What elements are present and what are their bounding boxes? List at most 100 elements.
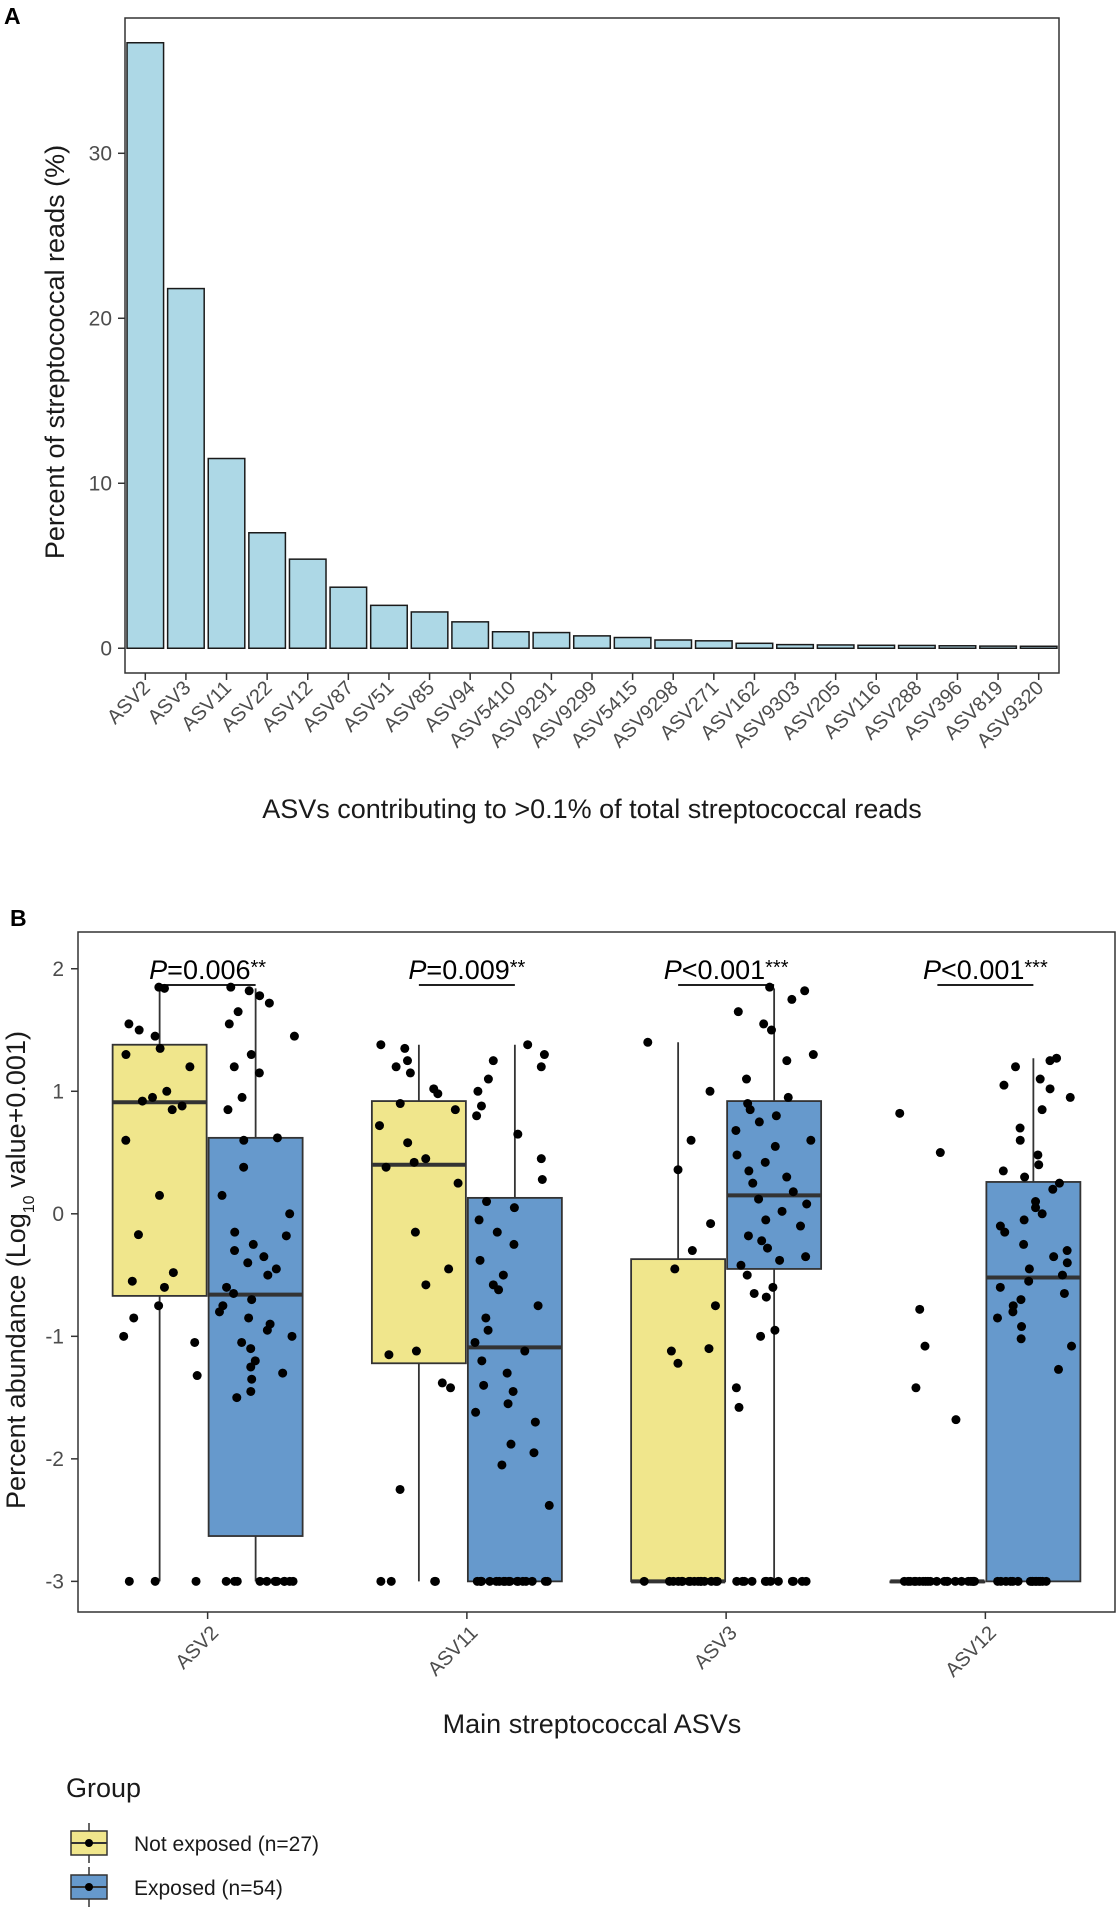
data-point xyxy=(147,1092,157,1102)
data-point xyxy=(381,1162,391,1172)
y-tick-label: -2 xyxy=(45,1448,64,1471)
data-point xyxy=(263,1270,273,1280)
data-point xyxy=(754,1117,764,1127)
data-point xyxy=(155,1190,165,1200)
box-asv12-exposed xyxy=(985,1181,1082,1583)
data-point xyxy=(190,1337,200,1347)
bar-asv819 xyxy=(979,645,1018,650)
data-point xyxy=(761,1292,771,1302)
data-point xyxy=(474,1215,484,1225)
data-point xyxy=(736,1260,746,1270)
significance-stars: *** xyxy=(1024,957,1048,979)
data-point xyxy=(802,1199,812,1209)
bar-asv5410 xyxy=(491,631,530,650)
data-point xyxy=(1016,1334,1026,1344)
data-point xyxy=(384,1350,394,1360)
data-point xyxy=(537,1174,547,1184)
data-point xyxy=(405,1068,415,1078)
y-tick-label: -1 xyxy=(45,1325,64,1348)
data-point xyxy=(748,1178,758,1188)
bar-asv271 xyxy=(694,640,733,650)
data-point xyxy=(800,986,810,996)
significance-stars: ** xyxy=(510,957,526,979)
data-point xyxy=(409,1157,419,1167)
data-point xyxy=(1016,1295,1026,1305)
data-point xyxy=(686,1135,696,1145)
data-point xyxy=(760,1576,770,1586)
data-point xyxy=(177,1101,187,1111)
data-point xyxy=(504,1576,514,1586)
data-point xyxy=(806,1135,816,1145)
data-point xyxy=(1067,1341,1077,1351)
data-point xyxy=(509,1239,519,1249)
y-axis-title-subscript: 10 xyxy=(21,1195,38,1213)
data-point xyxy=(488,1056,498,1066)
data-point xyxy=(133,1230,143,1240)
panel-b-pvalue-annotations: P=0.006** P=0.009** P<0.001*** P<0.001*** xyxy=(149,955,1048,986)
x-tick-label: ASV12 xyxy=(941,1622,1001,1682)
data-point xyxy=(129,1313,139,1323)
data-point xyxy=(508,1386,518,1396)
data-point xyxy=(244,1313,254,1323)
data-point xyxy=(279,1576,289,1586)
data-point xyxy=(733,1007,743,1017)
data-point xyxy=(895,1108,905,1118)
data-point xyxy=(770,1325,780,1335)
data-point xyxy=(134,1025,144,1035)
data-point xyxy=(771,1111,781,1121)
data-point xyxy=(1017,1322,1027,1332)
bar-asv9299 xyxy=(572,635,612,650)
p-symbol: P xyxy=(149,955,167,985)
data-point xyxy=(271,1264,281,1274)
data-point xyxy=(119,1331,129,1341)
y-tick-label: 0 xyxy=(52,1203,64,1226)
data-point xyxy=(246,1050,256,1060)
p-symbol: P xyxy=(408,955,426,985)
data-point xyxy=(1035,1074,1045,1084)
bar-asv162 xyxy=(735,642,774,650)
legend-label: Not exposed (n=27) xyxy=(134,1833,319,1856)
data-point xyxy=(1057,1270,1067,1280)
data-point xyxy=(512,1576,522,1586)
data-point xyxy=(666,1346,676,1356)
data-point xyxy=(137,1096,147,1106)
bar-asv87 xyxy=(329,586,368,650)
data-point xyxy=(544,1500,554,1510)
data-point xyxy=(749,1288,759,1298)
data-point xyxy=(162,1086,172,1096)
data-point xyxy=(787,1576,797,1586)
x-tick-label: ASV11 xyxy=(424,1622,483,1681)
significance-stars: *** xyxy=(765,957,789,979)
data-point xyxy=(710,1301,720,1311)
data-point xyxy=(1000,1227,1010,1237)
box-asv3-exposed xyxy=(726,1100,823,1270)
data-point xyxy=(230,1227,240,1237)
panel-a-bars xyxy=(126,41,1058,650)
data-point xyxy=(539,1050,549,1060)
data-point xyxy=(747,1576,757,1586)
data-point xyxy=(999,1080,1009,1090)
data-point xyxy=(485,1576,495,1586)
data-point xyxy=(918,1576,928,1586)
data-point xyxy=(262,1325,272,1335)
data-point xyxy=(761,1215,771,1225)
bar-asv94 xyxy=(451,621,490,650)
data-point xyxy=(741,1074,751,1084)
data-point xyxy=(453,1178,463,1188)
data-point xyxy=(1008,1307,1018,1317)
data-point xyxy=(121,1050,131,1060)
data-point xyxy=(734,1402,744,1412)
data-point xyxy=(754,1194,764,1204)
panel-b-x-axis-title: Main streptococcal ASVs xyxy=(443,1709,742,1739)
y-tick-label: 1 xyxy=(52,1080,64,1103)
x-tick-label: ASV3 xyxy=(690,1622,742,1674)
x-tick-label: ASV2 xyxy=(103,677,155,729)
data-point xyxy=(482,1197,492,1207)
data-point xyxy=(673,1576,683,1586)
y-tick-label: 20 xyxy=(89,307,112,330)
y-tick-label: 0 xyxy=(100,637,112,660)
legend-key-point xyxy=(85,1839,93,1847)
data-point xyxy=(765,982,775,992)
data-point xyxy=(756,1331,766,1341)
data-point xyxy=(127,1276,137,1286)
